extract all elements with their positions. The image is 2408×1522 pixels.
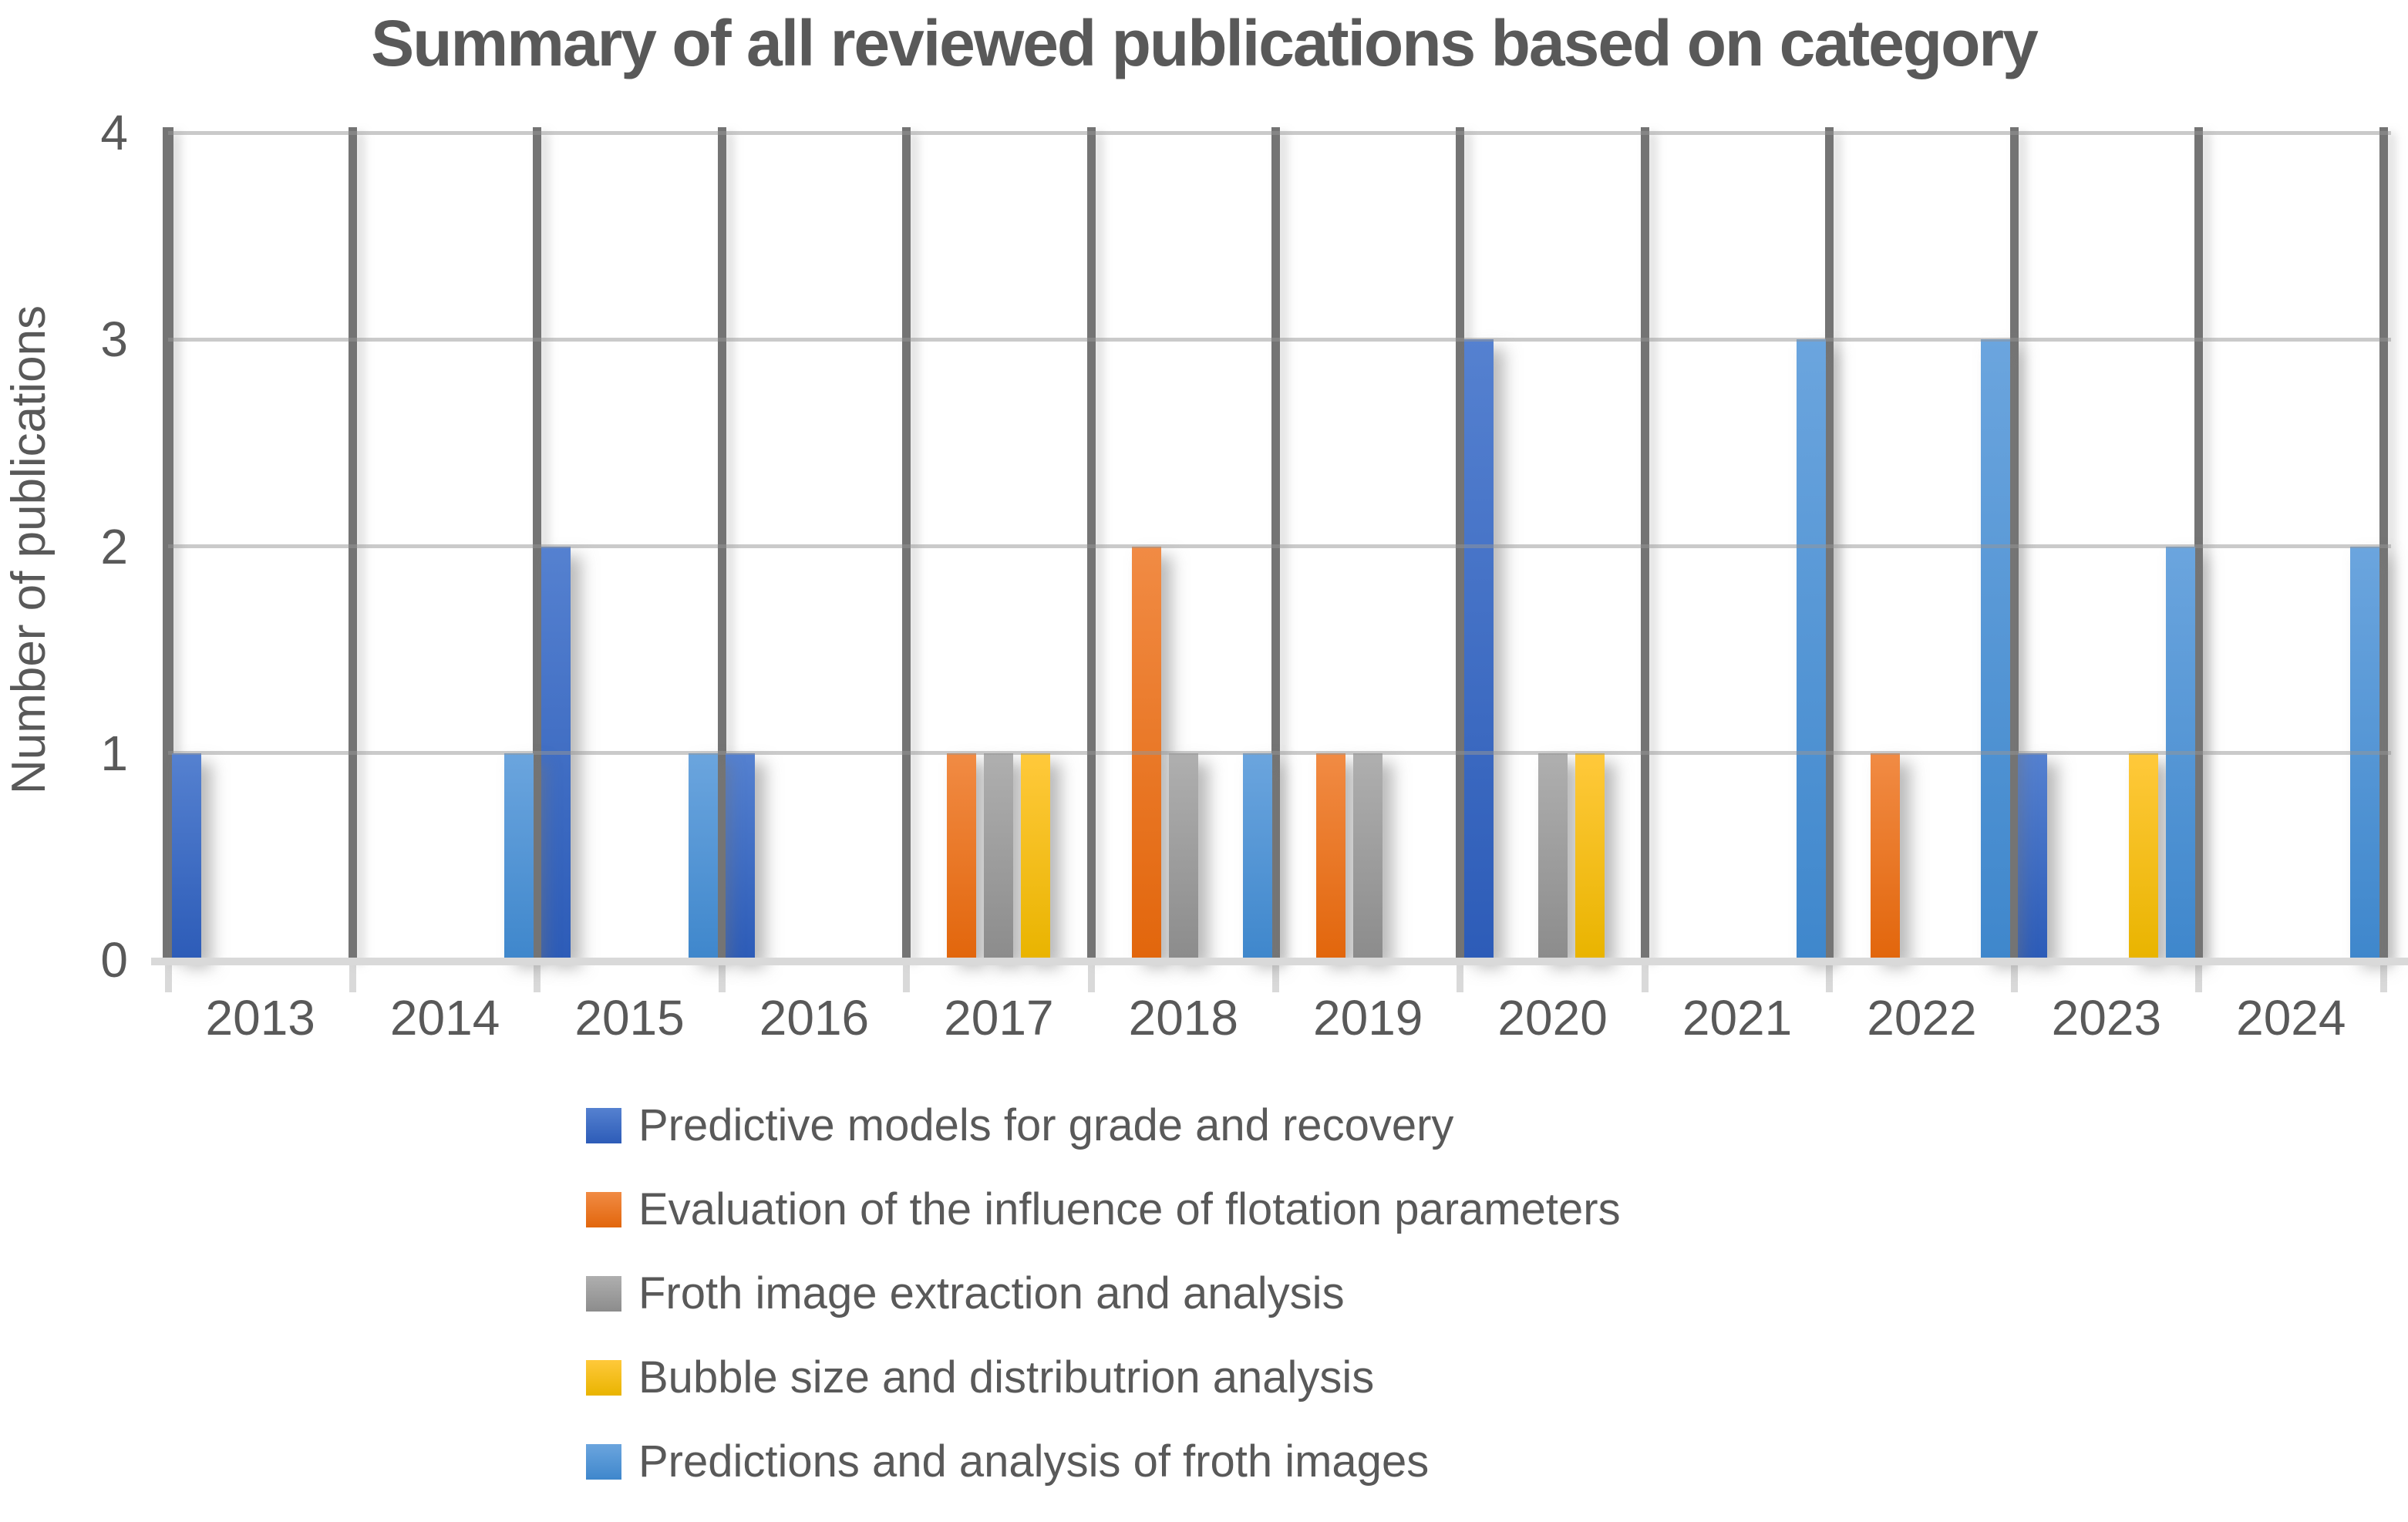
x-tick-label-2020: 2020: [1497, 990, 1608, 1046]
y-tick-label: 1: [100, 725, 128, 781]
x-axis-tick: [2379, 960, 2387, 992]
x-tick-label-2015: 2015: [574, 990, 685, 1046]
x-axis-tick: [534, 960, 541, 992]
y-tick-label: 4: [100, 105, 128, 160]
legend-label-4: Bubble size and distributrion analysis: [638, 1352, 1375, 1402]
h-gridline: [168, 544, 2391, 548]
x-axis-baseline: [151, 958, 2408, 965]
v-gridline: [1456, 127, 1465, 958]
legend-item-1: Predictive models for grade and recovery: [586, 1100, 1621, 1150]
bar-2019-series3: [1353, 753, 1383, 958]
x-tick-label-2014: 2014: [389, 990, 500, 1046]
x-tick-label-2013: 2013: [205, 990, 315, 1046]
x-tick-label-2017: 2017: [944, 990, 1054, 1046]
v-gridline: [1640, 127, 1649, 958]
legend-label-2: Evaluation of the influence of flotation…: [638, 1184, 1621, 1234]
h-gridline: [168, 337, 2391, 342]
legend-label-5: Predictions and analysis of froth images: [638, 1436, 1430, 1487]
v-gridline: [2379, 127, 2388, 958]
bar-2018-series5: [1242, 753, 1272, 958]
legend-label-1: Predictive models for grade and recovery: [638, 1100, 1454, 1150]
v-gridline: [1825, 127, 1834, 958]
bar-2013-series1: [171, 753, 201, 958]
legend-swatch-5: [586, 1444, 621, 1480]
bar-2016-series1: [726, 753, 756, 958]
x-axis-tick: [2195, 960, 2203, 992]
plot-area: 0 1 2 3 4 2013 2014 2015 2016 2017 2018 2019 2020 202…: [100, 105, 2408, 1046]
bar-2017-series4: [1021, 753, 1051, 958]
v-gridline: [533, 127, 542, 958]
bar-2020-series3: [1537, 753, 1568, 958]
x-axis-tick: [1641, 960, 1649, 992]
x-axis-tick: [1826, 960, 1834, 992]
legend-swatch-3: [586, 1276, 621, 1312]
bar-2022-series5: [1981, 339, 2011, 958]
x-axis-tick: [1087, 960, 1095, 992]
y-axis-line: [163, 127, 173, 958]
x-axis-tick: [718, 960, 726, 992]
x-tick-label-2024: 2024: [2236, 990, 2346, 1046]
x-axis-tick: [1457, 960, 1464, 992]
chart-title: Summary of all reviewed publications bas…: [371, 7, 2039, 79]
x-axis-tick: [2010, 960, 2018, 992]
legend-label-3: Froth image extraction and analysis: [638, 1268, 1345, 1318]
legend-item-5: Predictions and analysis of froth images: [586, 1436, 1621, 1487]
x-tick-label-2021: 2021: [1682, 990, 1793, 1046]
bar-2023-series1: [2018, 753, 2048, 958]
bar-2017-series2: [947, 753, 977, 958]
y-tick-label: 3: [100, 311, 128, 368]
legend-swatch-4: [586, 1360, 621, 1396]
h-gridline: [168, 130, 2391, 135]
h-gridline: [168, 751, 2391, 756]
v-gridline: [2009, 127, 2019, 958]
bar-2022-series2: [1870, 753, 1900, 958]
legend-swatch-1: [586, 1108, 621, 1144]
legend-item-4: Bubble size and distributrion analysis: [586, 1352, 1621, 1402]
legend-item-2: Evaluation of the influence of flotation…: [586, 1184, 1621, 1234]
bar-2014-series5: [503, 753, 534, 958]
legend: Predictive models for grade and recovery…: [586, 1100, 1621, 1522]
x-axis-tick: [349, 960, 356, 992]
bar-2018-series3: [1168, 753, 1198, 958]
x-axis-tick: [164, 960, 172, 992]
bar-2021-series5: [1796, 339, 1826, 958]
bar-2017-series3: [984, 753, 1014, 958]
x-axis-tick: [903, 960, 911, 992]
v-gridline: [1271, 127, 1280, 958]
bar-2020-series4: [1574, 753, 1605, 958]
bar-2020-series1: [1463, 339, 1494, 958]
v-gridline: [902, 127, 911, 958]
v-gridline: [348, 127, 357, 958]
v-gridline: [717, 127, 726, 958]
x-axis-tick: [1272, 960, 1279, 992]
v-gridline: [1086, 127, 1096, 958]
bar-2023-series4: [2128, 753, 2158, 958]
chart-root: Summary of all reviewed publications bas…: [2, 7, 2408, 1485]
x-tick-label-2016: 2016: [759, 990, 870, 1046]
v-gridline: [2194, 127, 2204, 958]
bar-2019-series2: [1316, 753, 1346, 958]
x-tick-label-2019: 2019: [1313, 990, 1423, 1046]
x-tick-label-2018: 2018: [1128, 990, 1238, 1046]
y-tick-label: 0: [100, 932, 128, 988]
x-tick-label-2022: 2022: [1867, 990, 1977, 1046]
legend-swatch-2: [586, 1192, 621, 1228]
legend-item-3: Froth image extraction and analysis: [586, 1268, 1621, 1318]
y-tick-label: 2: [100, 518, 128, 574]
x-tick-label-2023: 2023: [2051, 990, 2162, 1046]
bar-2015-series5: [689, 753, 719, 958]
